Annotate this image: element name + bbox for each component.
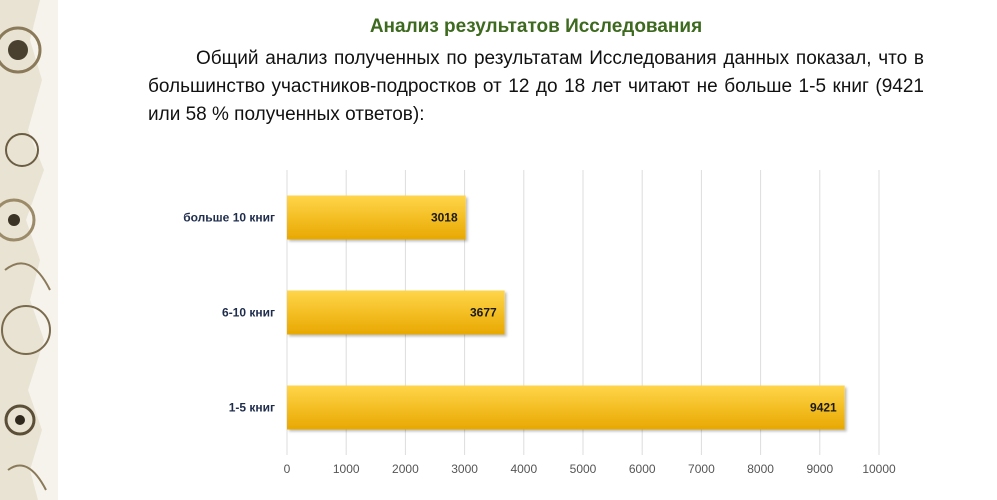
x-tick-label: 4000 <box>510 462 537 476</box>
x-tick-label: 8000 <box>747 462 774 476</box>
data-label: 3018 <box>431 211 458 225</box>
page-title: Анализ результатов Исследования <box>369 16 703 37</box>
x-tick-label: 3000 <box>451 462 478 476</box>
x-tick-label: 0 <box>284 462 291 476</box>
data-label: 3677 <box>470 306 497 320</box>
x-tick-label: 5000 <box>570 462 597 476</box>
x-tick-label: 10000 <box>862 462 896 476</box>
x-tick-label: 6000 <box>629 462 656 476</box>
decorative-border <box>0 0 58 500</box>
summary-text: Общий анализ полученных по результатам И… <box>148 48 924 125</box>
category-label: больше 10 книг <box>183 211 275 225</box>
category-label: 6-10 книг <box>222 306 275 320</box>
category-label: 1-5 книг <box>229 401 275 415</box>
bar <box>287 385 845 430</box>
x-tick-label: 7000 <box>688 462 715 476</box>
x-tick-label: 9000 <box>806 462 833 476</box>
bar <box>287 290 505 335</box>
bar <box>287 195 466 240</box>
data-label: 9421 <box>810 401 837 415</box>
bar-chart: 0 1000 2000 3000 4000 5000 6000 7000 8000 9000 100… <box>183 170 896 476</box>
x-tick-label: 2000 <box>392 462 419 476</box>
summary-paragraph: Общий анализ полученных по результатам И… <box>148 45 924 129</box>
x-tick-label: 1000 <box>333 462 360 476</box>
